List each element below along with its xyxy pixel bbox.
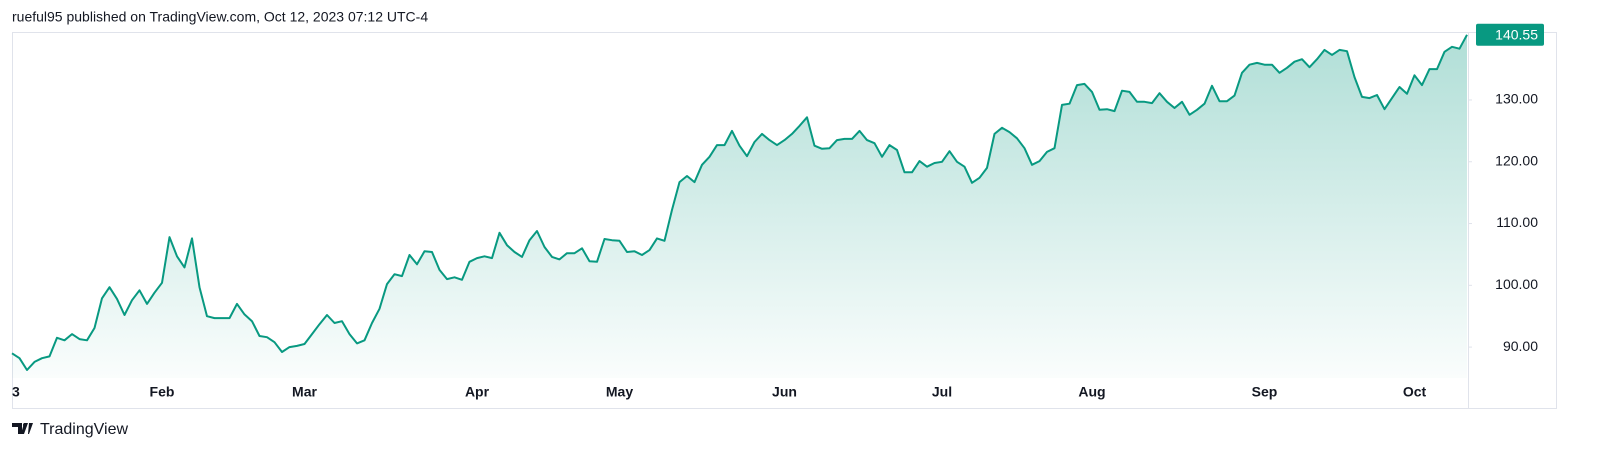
y-tick-label: 120.00	[1495, 152, 1538, 168]
x-tick-label: Oct	[1403, 384, 1427, 400]
last-price-box	[1476, 23, 1544, 46]
area-fill	[12, 34, 1467, 379]
logo	[12, 423, 33, 434]
y-tick-label: 90.00	[1503, 338, 1538, 354]
price-line	[11, 34, 1468, 371]
frame	[12, 32, 1557, 409]
x-tick-label: Apr	[465, 384, 490, 400]
x-tick-label: 3	[12, 384, 20, 400]
x-tick-label: May	[606, 384, 633, 400]
last-price-label: 140.55	[1495, 26, 1538, 42]
header: rueful95 published on TradingView.com, O…	[12, 9, 428, 25]
x-tick-label: Jun	[772, 384, 797, 400]
y-tick-label: 130.00	[1495, 91, 1538, 107]
x-tick-label: Aug	[1078, 384, 1105, 400]
y-tick-label: 100.00	[1495, 276, 1538, 292]
brand: TradingView	[40, 421, 128, 438]
x-tick-label: Feb	[150, 384, 175, 400]
x-tick-label: Sep	[1252, 384, 1278, 400]
x-tick-label: Mar	[292, 384, 317, 400]
x-tick-label: Jul	[932, 384, 952, 400]
y-tick-label: 110.00	[1496, 214, 1538, 230]
